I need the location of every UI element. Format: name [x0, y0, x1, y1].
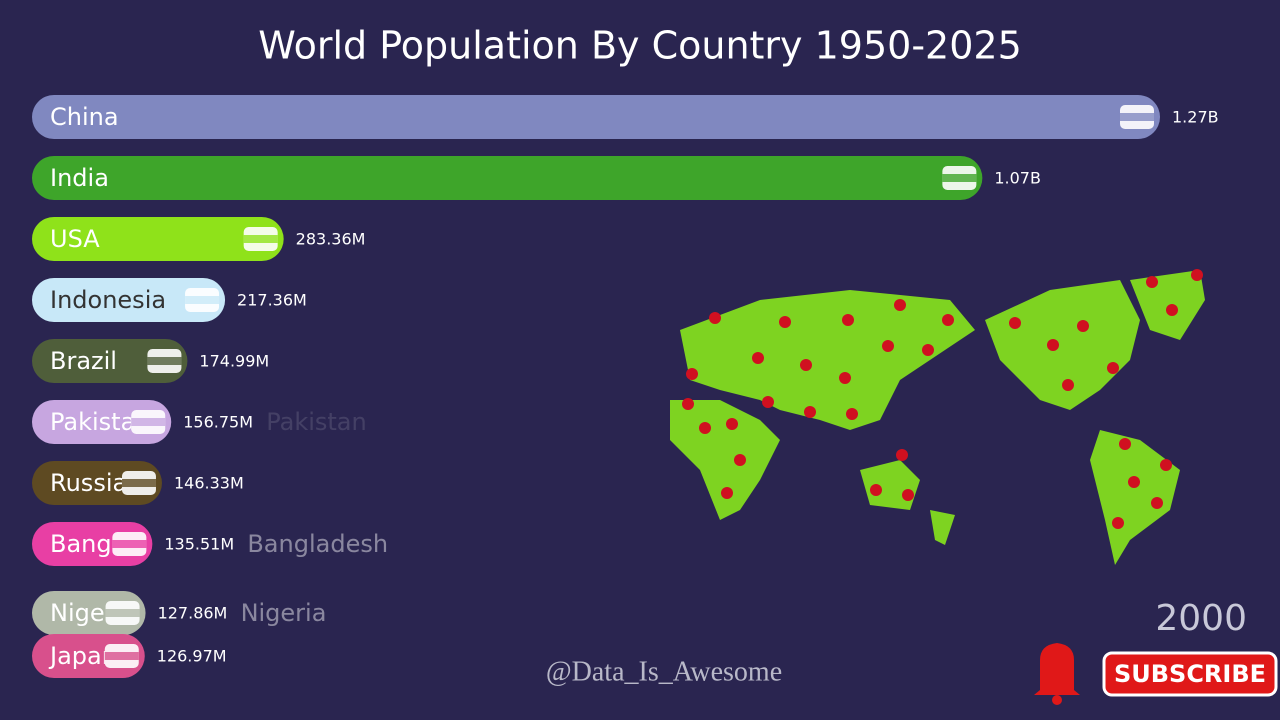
bar: [32, 278, 226, 322]
flag-band: [104, 652, 139, 660]
subscribe-button[interactable]: [1102, 651, 1278, 697]
bar-label: Brazil: [50, 347, 117, 375]
bar: [32, 217, 284, 261]
bar-label: Bangladesh: [50, 530, 191, 558]
flag-band: [942, 174, 977, 182]
flag-band: [147, 357, 182, 365]
bar-label: Nigeria: [50, 599, 136, 627]
bell-icon: [1034, 643, 1080, 705]
value-label: 1.27B: [1172, 108, 1219, 127]
bar-label: Pakistan: [50, 408, 151, 436]
bar: [32, 95, 1160, 139]
bar-label: Russia: [50, 469, 127, 497]
map-pins: [682, 269, 1203, 529]
flag-band: [112, 540, 147, 548]
value-label: 126.97M: [157, 647, 227, 666]
bar: [32, 339, 188, 383]
world-map: [670, 270, 1205, 565]
flag-band: [243, 235, 278, 243]
flag-band: [131, 418, 166, 426]
bar: [32, 156, 983, 200]
value-label: 174.99M: [199, 352, 269, 371]
bar-label: USA: [50, 225, 100, 253]
value-label: 127.86M: [158, 604, 228, 623]
ghost-label: Pakistan: [266, 408, 367, 436]
bar-label: Indonesia: [50, 286, 166, 314]
watermark: @Data_Is_Awesome: [546, 656, 782, 687]
subscribe-text[interactable]: SUBSCRIBE: [1114, 660, 1266, 688]
bar-label: India: [50, 164, 109, 192]
value-label: 135.51M: [164, 535, 234, 554]
flag-band: [1120, 113, 1154, 121]
year-label: 2000: [1155, 598, 1247, 639]
flag-band: [185, 296, 220, 304]
value-label: 156.75M: [183, 413, 253, 432]
value-label: 146.33M: [174, 474, 244, 493]
bar-label: Japan: [48, 642, 117, 670]
flag-band: [105, 609, 140, 617]
flag-band: [121, 479, 156, 487]
bar-label: China: [50, 103, 119, 131]
value-label: 1.07B: [994, 169, 1041, 188]
ghost-label: Bangladesh: [247, 530, 388, 558]
ghost-label: Nigeria: [241, 599, 327, 627]
chart-title: World Population By Country 1950-2025: [258, 24, 1022, 68]
value-label: 217.36M: [237, 291, 307, 310]
value-label: 283.36M: [296, 230, 366, 249]
